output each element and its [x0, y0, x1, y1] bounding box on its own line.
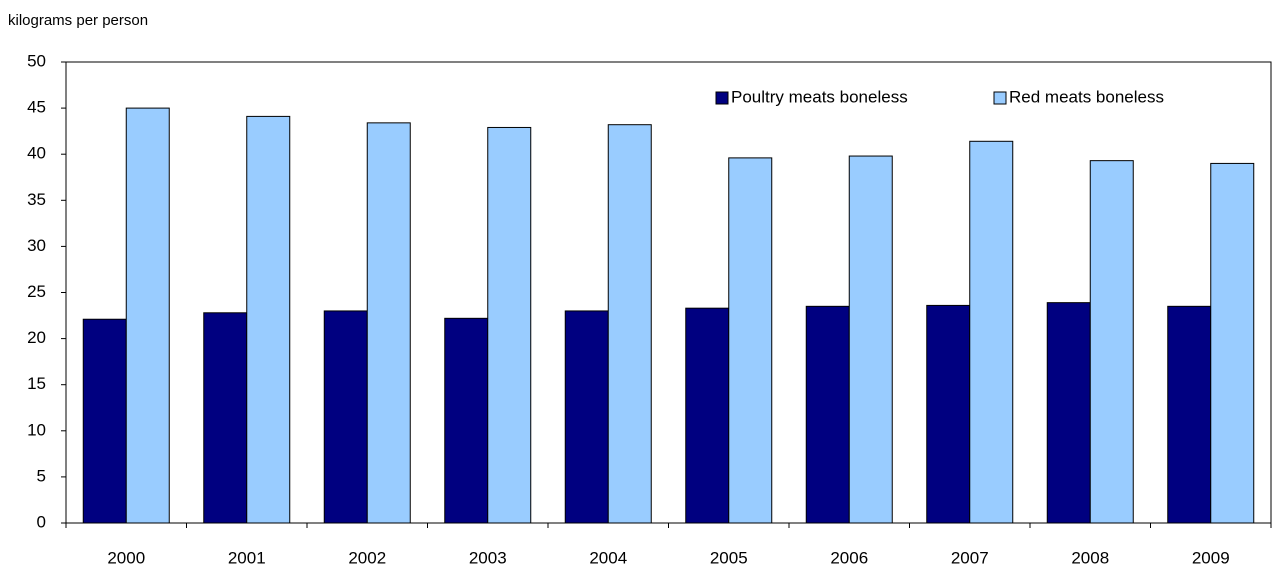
- bar: [969, 140, 1014, 524]
- x-tick-label: 2004: [589, 548, 627, 567]
- y-tick-label: 5: [37, 466, 46, 485]
- bar: [203, 312, 248, 524]
- y-tick-label: 20: [27, 328, 46, 347]
- legend-swatch: [715, 91, 729, 105]
- y-tick-label: 35: [27, 190, 46, 209]
- bar: [564, 310, 609, 524]
- x-tick-label: 2000: [107, 548, 145, 567]
- x-tick-label: 2002: [348, 548, 386, 567]
- x-tick-label: 2007: [951, 548, 989, 567]
- bar: [82, 318, 127, 524]
- y-tick-label: 45: [27, 98, 46, 117]
- legend-swatch: [993, 91, 1007, 105]
- bar: [444, 317, 489, 524]
- y-tick-label: 10: [27, 420, 46, 439]
- x-tick-label: 2008: [1071, 548, 1109, 567]
- bar: [848, 155, 893, 524]
- y-axis-label: kilograms per person: [8, 12, 148, 29]
- x-tick-label: 2006: [830, 548, 868, 567]
- bar: [246, 115, 291, 524]
- legend-label: Poultry meats boneless: [731, 87, 908, 106]
- y-tick-label: 15: [27, 374, 46, 393]
- x-tick-label: 2003: [469, 548, 507, 567]
- bar: [685, 307, 730, 524]
- bar: [1046, 302, 1091, 524]
- x-tick-label: 2009: [1192, 548, 1230, 567]
- bar: [1089, 160, 1134, 524]
- bar: [1210, 162, 1255, 524]
- bar: [366, 122, 411, 524]
- bar: [607, 124, 652, 524]
- bar: [125, 107, 170, 524]
- y-tick-label: 0: [37, 512, 46, 531]
- bar: [487, 126, 532, 524]
- bar: [926, 304, 971, 524]
- bar: [1167, 305, 1212, 524]
- x-tick-label: 2001: [228, 548, 266, 567]
- y-tick-label: 40: [27, 144, 46, 163]
- bar: [728, 157, 773, 524]
- y-tick-label: 25: [27, 282, 46, 301]
- y-tick-label: 50: [27, 51, 46, 70]
- x-tick-label: 2005: [710, 548, 748, 567]
- y-tick-label: 30: [27, 236, 46, 255]
- bar: [323, 310, 368, 524]
- bar: [805, 305, 850, 524]
- legend-label: Red meats boneless: [1009, 87, 1164, 106]
